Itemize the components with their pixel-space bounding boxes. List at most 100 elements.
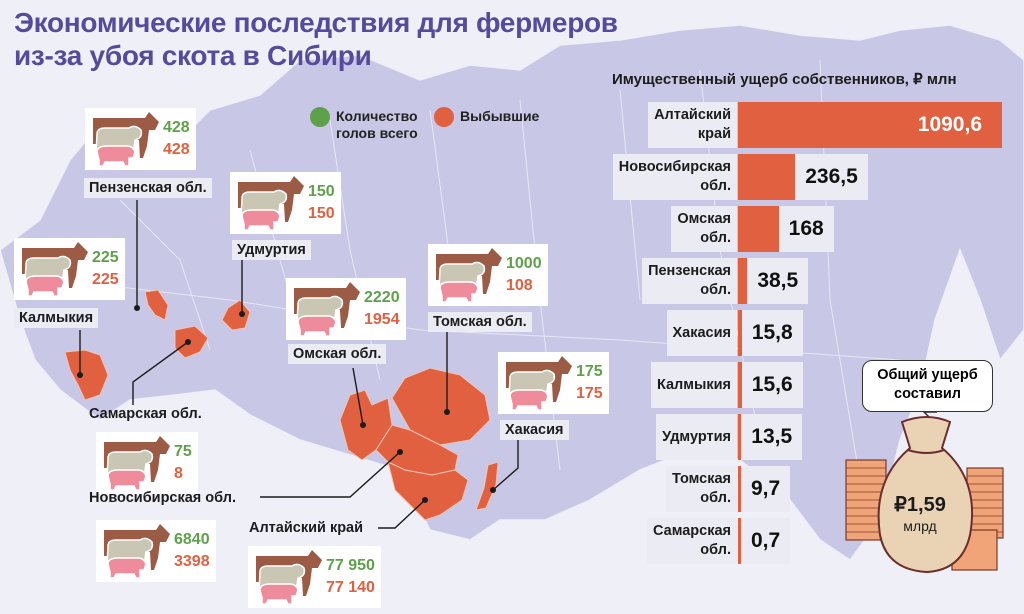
legend-total-line-1: Количество [336,108,418,124]
livestock-icon [256,550,322,605]
bar [738,258,748,304]
map-region-altai [387,461,469,521]
pig-icon [259,583,299,605]
bar-row: Калмыкия 15,6 [600,362,1020,408]
total-count: 150 [308,183,335,200]
total-count: 428 [163,119,190,136]
total-count: 2220 [364,289,400,306]
bar-category-label: Калмыкия [650,362,737,408]
pig-icon [439,281,479,303]
total-count: 225 [92,249,119,266]
bar-value-label: 38,5 [747,258,809,304]
lost-count: 8 [174,465,183,482]
bar-value-label: 168 [778,206,834,252]
callout-tomsk: 1000 108 [428,244,548,306]
livestock-icon [104,524,170,579]
bar-category-label: Омская обл. [671,206,737,252]
legend-total-dot [310,107,330,127]
bar [738,414,742,460]
lost-count: 225 [92,271,119,288]
bar [738,518,741,564]
bar-category-label: Хакасия [666,310,737,356]
bar-category-label: Новосибирская обл. [612,154,737,200]
page-title: Экономические последствия для фермеров и… [14,6,618,72]
livestock-icon [294,282,360,337]
total-count: 175 [576,363,603,380]
lost-count: 77 140 [326,579,375,596]
title-line-1: Экономические последствия для фермеров [14,7,618,38]
total-caption-line-2: составил [894,386,961,402]
bar-value-label: 15,8 [741,310,803,356]
bar-row: Удмуртия 13,5 [600,414,1020,460]
pig-icon [25,275,65,297]
label-udmurtia: Удмуртия [232,240,311,260]
legend-lost: Выбывшие [460,108,540,124]
map-region-samara [174,325,209,359]
total-count: 75 [174,443,192,460]
callout-novosibirsk: 6840 3398 [96,520,216,582]
total-caption-line-1: Общий ущерб [877,367,978,383]
pig-icon [241,209,281,231]
label-penza: Пензенская обл. [84,178,212,198]
callout-khakassia: 175 175 [498,352,609,414]
bar-value-label: 13,5 [741,414,803,460]
label-samara: Самарская обл. [89,406,202,422]
bar-row: Омская обл. 168 [600,206,1020,252]
pig-icon [96,145,136,167]
bar-category-label: Самарская обл. [646,518,737,564]
total-count: 1000 [506,255,542,272]
bar-row: Новосибирская обл. 236,5 [600,154,1020,200]
total-speech-bubble: Общий ущерб составил [862,360,993,412]
region-markers [77,305,496,503]
map-region-khakassia [475,461,499,511]
bar-category-label: Томская обл. [666,466,737,512]
bar-row: Самарская обл. 0,7 [600,518,1020,564]
pig-icon [107,557,147,579]
bar-value-label: 1090,6 [917,113,982,136]
map-region-kalmykia [64,349,109,401]
legend-total-line-2: голов всего [336,125,418,141]
lost-count: 3398 [174,553,210,570]
livestock-icon [93,112,159,167]
livestock-icon [238,176,304,231]
bar [738,466,741,512]
total-count: 77 950 [326,557,375,574]
money-bag-icon [845,411,1004,574]
callout-penza: 428 428 [85,108,196,170]
chart-title: Имущественный ущерб собственников, ₽ млн [612,71,957,88]
bar-row: Томская обл. 9,7 [600,466,1020,512]
livestock-icon [506,356,572,411]
legend-total: Количество голов всего [336,108,418,142]
leader-lines [79,200,519,529]
pig-icon [107,469,147,491]
bar-row: Алтайский край 1090,6 [600,102,1020,148]
legend-lost-dot [434,107,454,127]
lost-count: 428 [163,141,190,158]
total-count: 6840 [174,531,210,548]
bar-value-label: 236,5 [795,154,868,200]
lost-count: 175 [576,385,603,402]
callout-samara: 75 8 [96,432,198,494]
callout-altai: 77 950 77 140 [248,546,381,608]
label-novosibirsk: Новосибирская обл. [89,490,236,506]
lost-count: 150 [308,205,335,222]
label-kalmykia: Калмыкия [14,308,99,328]
callout-omsk: 2220 1954 [286,278,406,340]
bar-value-label: 15,6 [741,362,803,408]
label-tomsk: Томская обл. [428,312,532,332]
pig-icon [297,315,337,337]
bar [738,206,779,252]
bar [738,310,742,356]
livestock-icon [104,436,170,491]
bar-row: Хакасия 15,8 [600,310,1020,356]
bar [738,102,1002,148]
label-altai: Алтайский край [249,520,364,536]
bar-value-label: 9,7 [741,466,791,512]
lost-count: 1954 [364,311,400,328]
callout-kalmykia: 225 225 [14,238,125,300]
livestock-icon [436,248,502,303]
label-omsk: Омская обл. [288,344,387,364]
bar-category-label: Пензенская обл. [642,258,737,304]
total-value: ₽1,59 [894,494,946,516]
bar [738,154,796,200]
